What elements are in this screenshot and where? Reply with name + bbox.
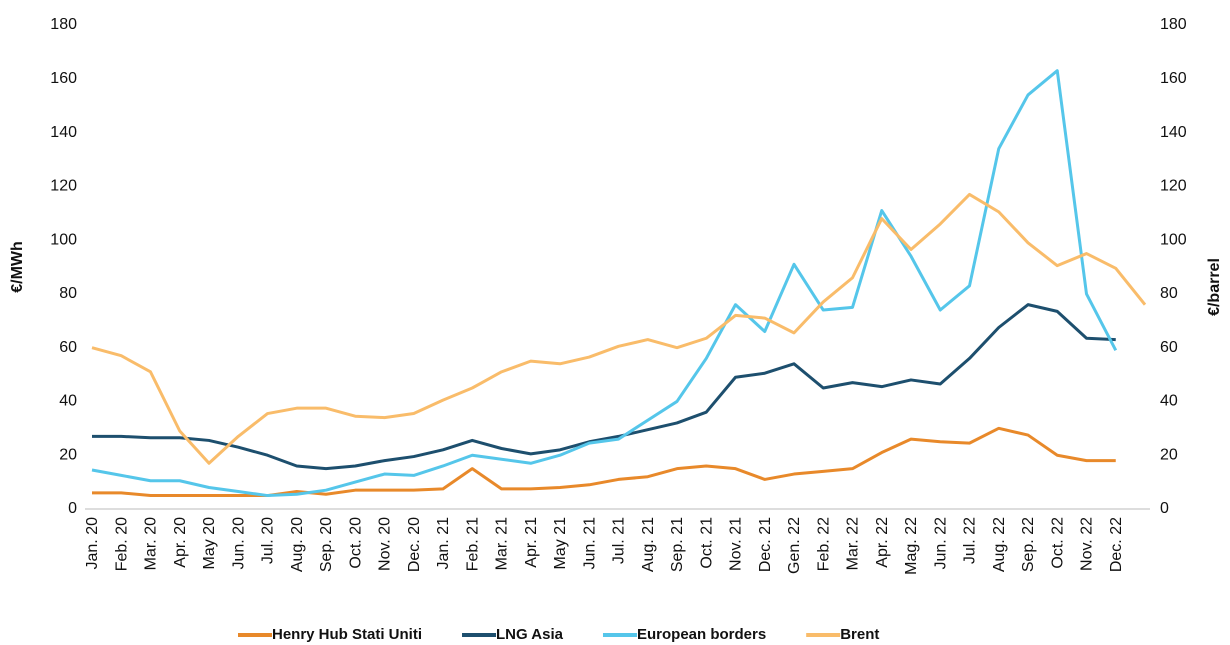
x-tick-label: Sep. 20 (318, 517, 335, 572)
y-tick-label: 20 (59, 446, 77, 463)
x-tick-label: Feb. 22 (815, 517, 832, 571)
legend-label: LNG Asia (496, 626, 564, 643)
x-tick-label: Jan. 21 (435, 517, 452, 570)
y-tick-label: 180 (50, 16, 77, 33)
y-tick-label: 160 (50, 70, 77, 87)
x-tick-label: Jul. 20 (260, 517, 277, 564)
x-tick-label: Mag. 22 (903, 517, 920, 575)
y-tick-label: 80 (59, 285, 77, 302)
y2-tick-label: 40 (1160, 393, 1178, 410)
x-tick-label: Sep. 21 (669, 517, 686, 572)
x-tick-label: Aug. 20 (289, 517, 306, 572)
x-tick-label: Apr. 22 (874, 517, 891, 568)
y2-tick-label: 180 (1160, 16, 1187, 33)
legend-label: Brent (840, 626, 879, 643)
x-tick-label: Mar. 22 (845, 517, 862, 570)
x-tick-label: May 21 (552, 517, 569, 570)
x-tick-label: May 20 (201, 517, 218, 570)
x-tick-label: Aug. 22 (991, 517, 1008, 572)
x-tick-label: Aug. 21 (640, 517, 657, 572)
y-tick-label: 60 (59, 339, 77, 356)
x-tick-label: Jun. 22 (932, 517, 949, 570)
y2-tick-label: 160 (1160, 70, 1187, 87)
x-tick-label: Jan. 20 (84, 517, 101, 570)
y-tick-label: 0 (68, 500, 77, 517)
series-line (91, 69, 1118, 498)
x-tick-label: Dec. 20 (406, 517, 423, 572)
series-line (91, 192, 1147, 465)
y2-tick-label: 0 (1160, 500, 1169, 517)
legend-label: Henry Hub Stati Uniti (272, 626, 422, 643)
y2-tick-label: 140 (1160, 124, 1187, 141)
y2-tick-label: 20 (1160, 446, 1178, 463)
y2-tick-label: 120 (1160, 178, 1187, 195)
legend-label: European borders (637, 626, 766, 643)
x-tick-label: Feb. 20 (113, 517, 130, 571)
x-tick-label: Jun. 21 (581, 517, 598, 570)
y-tick-label: 40 (59, 393, 77, 410)
x-tick-label: Gen. 22 (786, 517, 803, 574)
x-tick-label: Apr. 20 (172, 517, 189, 568)
x-tick-label: Apr. 21 (523, 517, 540, 568)
y2-tick-label: 100 (1160, 231, 1187, 248)
x-tick-label: Oct. 21 (698, 517, 715, 569)
x-tick-label: Nov. 22 (1079, 517, 1096, 571)
x-tick-label: Oct. 20 (347, 517, 364, 569)
x-tick-label: Sep. 22 (1020, 517, 1037, 572)
y2-axis-title: €/barrel (1206, 258, 1223, 316)
y-tick-label: 140 (50, 124, 77, 141)
y-tick-label: 100 (50, 231, 77, 248)
x-tick-label: Jun. 20 (230, 517, 247, 570)
x-tick-label: Mar. 20 (143, 517, 160, 570)
x-tick-label: Nov. 20 (377, 517, 394, 571)
series-line (92, 303, 1116, 471)
x-tick-label: Mar. 21 (494, 517, 511, 570)
y2-tick-label: 80 (1160, 285, 1178, 302)
x-tick-label: Jul. 22 (962, 517, 979, 564)
x-tick-label: Oct. 22 (1049, 517, 1066, 569)
x-tick-label: Nov. 21 (728, 517, 745, 571)
x-tick-label: Jul. 21 (611, 517, 628, 564)
x-tick-label: Dec. 22 (1108, 517, 1125, 572)
y2-tick-label: 60 (1160, 339, 1178, 356)
y-axis-title: €/MWh (9, 241, 26, 293)
x-tick-label: Dec. 21 (757, 517, 774, 572)
y-tick-label: 120 (50, 178, 77, 195)
x-tick-label: Feb. 21 (464, 517, 481, 571)
